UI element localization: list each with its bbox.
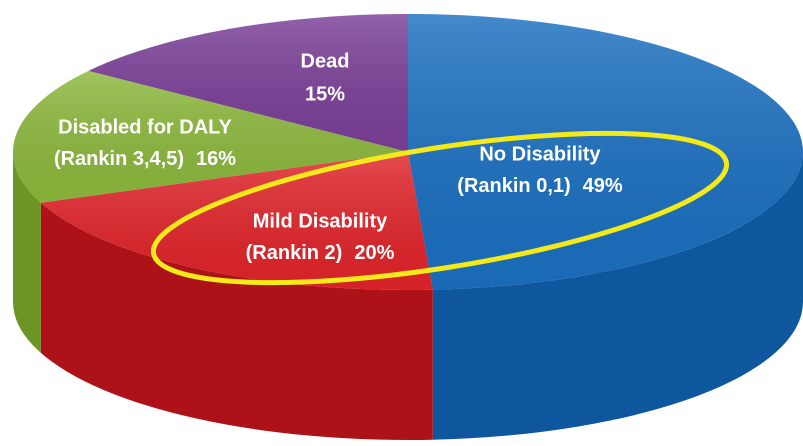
slice-side	[432, 152, 803, 440]
slice-side	[13, 152, 41, 353]
slice-label: (Rankin 2) 20%	[246, 242, 395, 264]
highlight-ellipse	[150, 130, 730, 286]
slice-value-label: 49%	[583, 175, 623, 197]
slice-label: (Rankin 3,4,5) 16%	[54, 148, 236, 170]
slice-label: Mild Disability	[253, 210, 388, 232]
slice-label: No Disability	[479, 143, 601, 165]
slice-label-detail: (Rankin 0,1)	[457, 175, 570, 197]
slice-label-detail: (Rankin 2)	[246, 242, 343, 264]
slice-shine	[40, 152, 433, 290]
slice-value-label: 15%	[305, 83, 345, 105]
slice-value-label: 20%	[354, 242, 394, 264]
slice-label: (Rankin 0,1) 49%	[457, 175, 623, 197]
slice-value-label: 16%	[196, 148, 236, 170]
slice-label: Disabled for DALY	[58, 116, 232, 138]
pie-sides	[13, 152, 803, 441]
slice-shine	[408, 14, 803, 290]
slice-shine	[88, 14, 408, 152]
labels: No Disability (Rankin 0,1) 49% Mild Disabil…	[54, 50, 623, 264]
slice-label: Dead	[301, 50, 350, 72]
slice-shine	[12, 70, 409, 203]
slice-side	[40, 202, 433, 441]
slice-label-detail: (Rankin 3,4,5)	[54, 148, 184, 170]
pie-tops	[12, 14, 803, 290]
